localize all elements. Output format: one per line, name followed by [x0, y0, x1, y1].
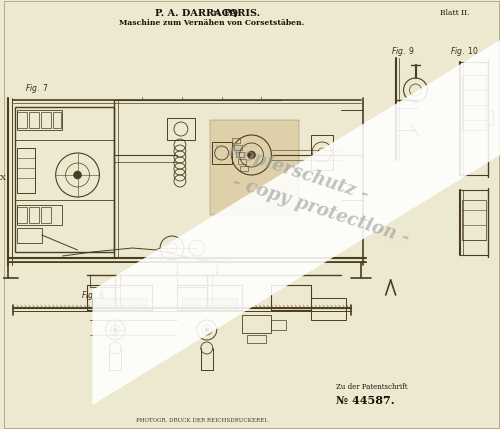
Bar — [177, 285, 242, 310]
Text: B: B — [174, 270, 180, 278]
Bar — [182, 298, 236, 310]
Bar — [17, 110, 62, 130]
Circle shape — [74, 171, 82, 179]
Text: Blatt II.: Blatt II. — [440, 9, 470, 17]
Bar — [29, 207, 39, 223]
Text: $\it{Fig.\ 8}$: $\it{Fig.\ 8}$ — [80, 288, 104, 302]
Bar — [52, 112, 60, 128]
Bar — [462, 200, 486, 240]
Bar — [210, 120, 299, 215]
Circle shape — [248, 151, 256, 159]
Bar — [17, 112, 27, 128]
Bar — [90, 275, 120, 287]
Bar — [17, 205, 62, 225]
Bar — [238, 159, 246, 164]
Bar — [17, 207, 27, 223]
Text: $\it{Fig.\ 10}$: $\it{Fig.\ 10}$ — [450, 45, 479, 58]
Bar — [167, 118, 195, 140]
Circle shape — [205, 328, 209, 332]
Bar — [462, 75, 486, 130]
Bar — [488, 110, 493, 125]
Text: - copy protection -: - copy protection - — [230, 173, 412, 247]
Bar — [41, 207, 50, 223]
Bar — [234, 145, 241, 150]
Bar — [246, 335, 266, 343]
Bar — [212, 142, 232, 164]
Text: $\it{Fig.\ 9}$: $\it{Fig.\ 9}$ — [390, 45, 415, 58]
Circle shape — [114, 328, 117, 332]
Text: X: X — [0, 174, 6, 182]
Bar — [311, 298, 346, 320]
Bar — [17, 148, 35, 193]
Text: Maschine zum Vernähen von Corsetstäben.: Maschine zum Vernähen von Corsetstäben. — [119, 19, 304, 27]
Bar — [272, 320, 286, 330]
Text: $\it{Fig.\ 7}$: $\it{Fig.\ 7}$ — [25, 82, 49, 95]
Bar — [272, 285, 311, 310]
Text: PARIS.: PARIS. — [223, 9, 260, 18]
Bar — [240, 166, 248, 171]
Bar — [242, 315, 272, 333]
Polygon shape — [92, 40, 500, 405]
Text: Zu der Patentschrift: Zu der Patentschrift — [336, 383, 407, 391]
Bar — [92, 298, 147, 310]
Bar — [177, 275, 207, 287]
Bar — [41, 112, 50, 128]
Bar — [15, 107, 114, 252]
Bar — [17, 228, 42, 243]
Bar — [236, 152, 244, 157]
Text: in: in — [213, 9, 220, 17]
Text: P. A. DARRACQ: P. A. DARRACQ — [156, 9, 238, 18]
Bar — [232, 138, 239, 143]
Bar — [29, 112, 39, 128]
Text: - Kopierschutz -: - Kopierschutz - — [212, 136, 370, 203]
Text: PHOTOGR. DRUCK DER REICHSDRUCKEREI.: PHOTOGR. DRUCK DER REICHSDRUCKEREI. — [136, 417, 268, 423]
Bar — [88, 285, 152, 310]
Text: № 44587.: № 44587. — [336, 395, 394, 405]
Bar — [311, 135, 333, 170]
Text: F: F — [214, 270, 219, 278]
